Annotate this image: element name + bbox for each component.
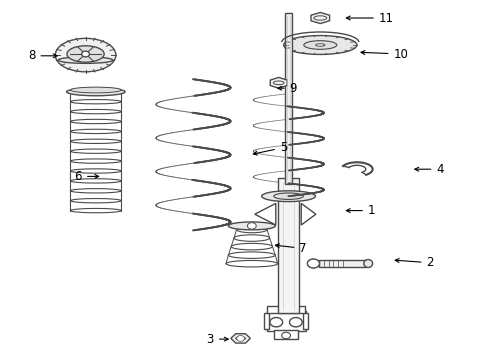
Polygon shape bbox=[230, 334, 250, 343]
Circle shape bbox=[247, 222, 256, 229]
Polygon shape bbox=[254, 203, 275, 225]
Ellipse shape bbox=[70, 129, 121, 134]
Text: 7: 7 bbox=[275, 242, 306, 255]
Ellipse shape bbox=[70, 169, 121, 173]
Ellipse shape bbox=[55, 39, 116, 72]
Polygon shape bbox=[301, 203, 315, 225]
Ellipse shape bbox=[363, 260, 372, 267]
Bar bbox=[273, 330, 298, 339]
Bar bbox=[267, 306, 304, 313]
Ellipse shape bbox=[67, 46, 104, 62]
Ellipse shape bbox=[70, 199, 121, 203]
Text: 6: 6 bbox=[74, 170, 99, 183]
Ellipse shape bbox=[273, 193, 303, 199]
Text: 3: 3 bbox=[206, 333, 228, 346]
Ellipse shape bbox=[70, 120, 121, 124]
Ellipse shape bbox=[70, 100, 121, 104]
Bar bbox=[303, 313, 307, 329]
Circle shape bbox=[269, 318, 282, 327]
Text: 1: 1 bbox=[346, 204, 375, 217]
Circle shape bbox=[307, 259, 319, 268]
Ellipse shape bbox=[225, 261, 277, 267]
Ellipse shape bbox=[58, 57, 113, 63]
Circle shape bbox=[289, 318, 302, 327]
Ellipse shape bbox=[70, 139, 121, 144]
Ellipse shape bbox=[70, 189, 121, 193]
Polygon shape bbox=[310, 13, 329, 23]
Text: 8: 8 bbox=[28, 49, 57, 62]
Ellipse shape bbox=[70, 179, 121, 183]
Text: 4: 4 bbox=[414, 163, 443, 176]
Ellipse shape bbox=[70, 109, 121, 114]
Text: 9: 9 bbox=[277, 82, 297, 95]
Ellipse shape bbox=[66, 88, 125, 96]
Ellipse shape bbox=[236, 226, 266, 233]
Bar bbox=[319, 261, 365, 266]
Bar bbox=[284, 13, 291, 184]
Text: 10: 10 bbox=[360, 48, 407, 60]
Ellipse shape bbox=[231, 243, 272, 250]
Ellipse shape bbox=[70, 149, 121, 153]
Ellipse shape bbox=[70, 208, 121, 213]
Ellipse shape bbox=[70, 159, 121, 163]
Bar bbox=[278, 178, 298, 313]
Circle shape bbox=[236, 336, 244, 341]
Polygon shape bbox=[270, 77, 286, 88]
Ellipse shape bbox=[306, 259, 319, 268]
Text: 2: 2 bbox=[394, 256, 433, 269]
Ellipse shape bbox=[261, 191, 315, 202]
Text: 11: 11 bbox=[346, 12, 393, 24]
Ellipse shape bbox=[303, 41, 336, 49]
Circle shape bbox=[81, 51, 89, 57]
Ellipse shape bbox=[283, 36, 356, 54]
Ellipse shape bbox=[234, 235, 269, 241]
Ellipse shape bbox=[74, 90, 117, 94]
Bar bbox=[266, 311, 305, 331]
Circle shape bbox=[281, 332, 290, 339]
Ellipse shape bbox=[70, 87, 121, 93]
Ellipse shape bbox=[228, 252, 275, 258]
Ellipse shape bbox=[228, 222, 275, 230]
Text: 5: 5 bbox=[253, 141, 287, 155]
Bar bbox=[264, 313, 268, 329]
Ellipse shape bbox=[315, 44, 324, 46]
